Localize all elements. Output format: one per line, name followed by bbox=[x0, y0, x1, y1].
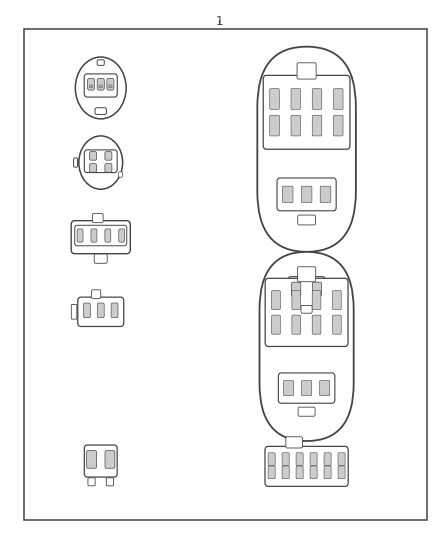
FancyBboxPatch shape bbox=[106, 478, 113, 486]
FancyBboxPatch shape bbox=[270, 88, 279, 109]
FancyBboxPatch shape bbox=[105, 450, 115, 468]
FancyBboxPatch shape bbox=[105, 229, 111, 242]
FancyBboxPatch shape bbox=[301, 381, 312, 395]
FancyBboxPatch shape bbox=[310, 453, 317, 466]
FancyBboxPatch shape bbox=[99, 85, 102, 88]
FancyBboxPatch shape bbox=[84, 150, 117, 173]
FancyBboxPatch shape bbox=[282, 466, 289, 479]
FancyBboxPatch shape bbox=[84, 303, 90, 318]
FancyBboxPatch shape bbox=[312, 282, 321, 296]
Circle shape bbox=[79, 136, 123, 189]
FancyBboxPatch shape bbox=[320, 381, 330, 395]
FancyBboxPatch shape bbox=[259, 252, 353, 441]
FancyBboxPatch shape bbox=[268, 466, 275, 479]
FancyBboxPatch shape bbox=[301, 305, 312, 313]
FancyBboxPatch shape bbox=[94, 254, 107, 263]
FancyBboxPatch shape bbox=[296, 466, 303, 479]
FancyBboxPatch shape bbox=[291, 88, 300, 109]
FancyBboxPatch shape bbox=[320, 186, 331, 203]
FancyBboxPatch shape bbox=[97, 60, 104, 66]
FancyBboxPatch shape bbox=[265, 278, 348, 346]
FancyBboxPatch shape bbox=[105, 152, 112, 160]
FancyBboxPatch shape bbox=[265, 447, 348, 486]
FancyBboxPatch shape bbox=[91, 229, 97, 242]
FancyBboxPatch shape bbox=[119, 229, 125, 242]
FancyBboxPatch shape bbox=[279, 373, 335, 403]
FancyBboxPatch shape bbox=[292, 315, 300, 334]
FancyBboxPatch shape bbox=[288, 277, 325, 304]
FancyBboxPatch shape bbox=[92, 213, 103, 223]
FancyBboxPatch shape bbox=[263, 75, 350, 149]
FancyBboxPatch shape bbox=[312, 88, 322, 109]
FancyBboxPatch shape bbox=[292, 282, 301, 296]
FancyBboxPatch shape bbox=[312, 115, 322, 136]
FancyBboxPatch shape bbox=[89, 85, 93, 88]
FancyBboxPatch shape bbox=[332, 290, 341, 310]
FancyBboxPatch shape bbox=[95, 108, 106, 115]
FancyBboxPatch shape bbox=[270, 115, 279, 136]
FancyBboxPatch shape bbox=[282, 453, 289, 466]
FancyBboxPatch shape bbox=[297, 266, 316, 282]
FancyBboxPatch shape bbox=[109, 85, 112, 88]
FancyBboxPatch shape bbox=[310, 466, 317, 479]
FancyBboxPatch shape bbox=[84, 445, 117, 477]
FancyBboxPatch shape bbox=[105, 164, 112, 172]
FancyBboxPatch shape bbox=[88, 78, 95, 90]
FancyBboxPatch shape bbox=[296, 453, 303, 466]
FancyBboxPatch shape bbox=[283, 381, 293, 395]
FancyBboxPatch shape bbox=[90, 152, 96, 160]
FancyBboxPatch shape bbox=[277, 178, 336, 211]
FancyBboxPatch shape bbox=[312, 315, 321, 334]
FancyBboxPatch shape bbox=[333, 115, 343, 136]
FancyBboxPatch shape bbox=[312, 290, 321, 310]
FancyBboxPatch shape bbox=[97, 303, 104, 318]
FancyBboxPatch shape bbox=[78, 297, 124, 326]
FancyBboxPatch shape bbox=[75, 225, 127, 246]
FancyBboxPatch shape bbox=[338, 466, 345, 479]
FancyBboxPatch shape bbox=[283, 186, 293, 203]
FancyBboxPatch shape bbox=[111, 303, 118, 318]
FancyBboxPatch shape bbox=[338, 453, 345, 466]
FancyBboxPatch shape bbox=[297, 63, 316, 79]
FancyBboxPatch shape bbox=[118, 172, 123, 177]
FancyBboxPatch shape bbox=[71, 221, 131, 254]
FancyBboxPatch shape bbox=[92, 290, 101, 298]
FancyBboxPatch shape bbox=[332, 315, 341, 334]
FancyBboxPatch shape bbox=[97, 78, 104, 90]
FancyBboxPatch shape bbox=[84, 74, 117, 97]
FancyBboxPatch shape bbox=[88, 478, 95, 486]
FancyBboxPatch shape bbox=[298, 215, 315, 225]
FancyBboxPatch shape bbox=[324, 466, 331, 479]
FancyBboxPatch shape bbox=[298, 407, 315, 416]
FancyBboxPatch shape bbox=[77, 229, 83, 242]
Text: 1: 1 bbox=[215, 15, 223, 28]
FancyBboxPatch shape bbox=[333, 88, 343, 109]
FancyBboxPatch shape bbox=[74, 158, 78, 167]
FancyBboxPatch shape bbox=[291, 115, 300, 136]
FancyBboxPatch shape bbox=[292, 290, 300, 310]
FancyBboxPatch shape bbox=[107, 78, 114, 90]
FancyBboxPatch shape bbox=[268, 453, 275, 466]
FancyBboxPatch shape bbox=[71, 304, 77, 319]
FancyBboxPatch shape bbox=[324, 453, 331, 466]
FancyBboxPatch shape bbox=[301, 186, 312, 203]
FancyBboxPatch shape bbox=[87, 450, 96, 468]
FancyBboxPatch shape bbox=[272, 290, 280, 310]
FancyBboxPatch shape bbox=[90, 164, 96, 172]
Circle shape bbox=[75, 57, 126, 119]
FancyBboxPatch shape bbox=[286, 437, 302, 448]
FancyBboxPatch shape bbox=[272, 315, 280, 334]
FancyBboxPatch shape bbox=[257, 47, 356, 252]
